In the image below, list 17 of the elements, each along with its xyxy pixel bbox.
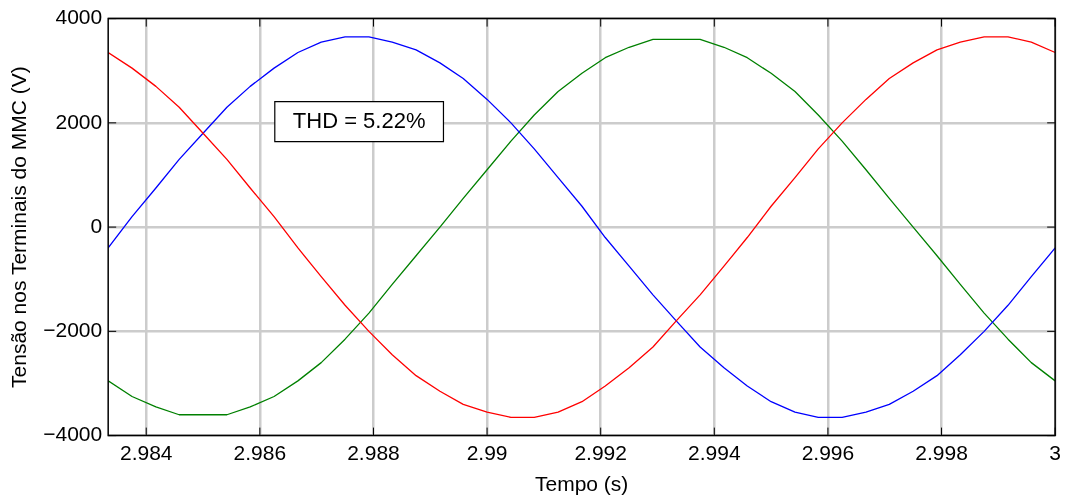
y-tick-label: 2000 [55, 109, 103, 133]
y-tick-label: 0 [90, 213, 103, 237]
x-tick-label: 2.994 [688, 441, 741, 464]
annotation: THD = 5.22% [292, 107, 426, 133]
x-tick-label: 2.998 [915, 441, 968, 464]
x-axis-title: Tempo (s) [534, 472, 629, 496]
y-tick-label: −4000 [43, 422, 103, 446]
x-tick-label: 2.99 [466, 441, 508, 464]
x-tick-label: 2.996 [801, 441, 855, 464]
x-tick-label: 2.992 [574, 441, 627, 464]
y-tick-label: −2000 [43, 318, 103, 342]
y-axis-title: Tensão nos Terminais do MMC (V) [7, 66, 31, 388]
x-tick-label: 2.988 [347, 441, 400, 464]
x-tick-label: 2.986 [233, 441, 287, 464]
x-tick-label: 3 [1049, 441, 1061, 464]
y-tick-label: 4000 [55, 5, 103, 29]
x-tick-label: 2.984 [119, 441, 173, 464]
